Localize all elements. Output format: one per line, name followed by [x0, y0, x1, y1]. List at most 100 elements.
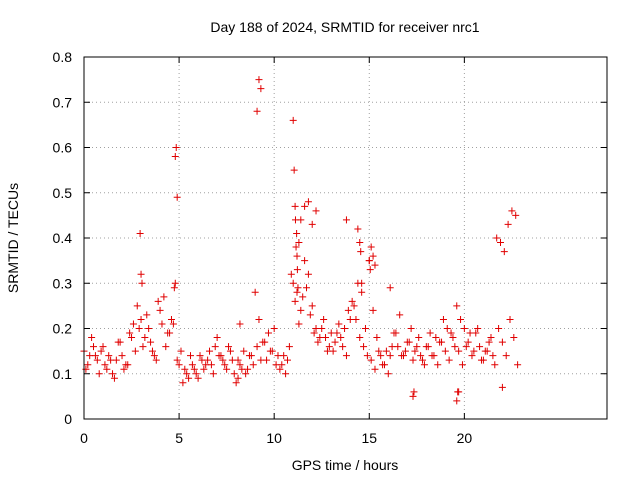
data-point [148, 347, 156, 355]
data-point [382, 347, 390, 355]
grid-lines [84, 57, 607, 419]
data-point [253, 107, 261, 115]
data-point [280, 352, 288, 360]
data-point [211, 343, 219, 351]
data-point [320, 315, 328, 323]
data-point [268, 347, 276, 355]
data-point [496, 239, 504, 247]
data-point [187, 352, 195, 360]
data-point [310, 329, 318, 337]
data-point [240, 347, 248, 355]
data-point [428, 352, 436, 360]
data-point [295, 320, 303, 328]
data-point [225, 343, 233, 351]
data-point [112, 356, 120, 364]
data-point [289, 116, 297, 124]
data-point [485, 338, 493, 346]
data-point [88, 334, 96, 342]
data-point [350, 302, 358, 310]
data-point [255, 76, 263, 84]
data-point [445, 356, 453, 364]
data-point [249, 361, 257, 369]
data-point [175, 361, 183, 369]
data-point [200, 365, 208, 373]
data-point [177, 347, 185, 355]
data-point [409, 392, 417, 400]
x-tick-label: 5 [175, 430, 183, 446]
data-point [360, 343, 368, 351]
data-point [293, 266, 301, 274]
data-point [373, 334, 381, 342]
data-point [386, 352, 394, 360]
data-point [301, 257, 309, 265]
data-point [251, 288, 259, 296]
data-point [234, 374, 242, 382]
data-point [470, 347, 478, 355]
data-point [154, 297, 162, 305]
data-point [173, 193, 181, 201]
data-point [238, 365, 246, 373]
data-point [293, 229, 301, 237]
data-point [441, 347, 449, 355]
data-point [209, 370, 217, 378]
data-point [481, 347, 489, 355]
data-point [358, 288, 366, 296]
data-point [295, 239, 303, 247]
data-point [190, 365, 198, 373]
data-point [458, 361, 466, 369]
data-point [356, 334, 364, 342]
data-point [439, 315, 447, 323]
data-point [447, 329, 455, 337]
data-point [171, 279, 179, 287]
data-point [126, 329, 134, 337]
data-point [196, 352, 204, 360]
data-point [493, 234, 501, 242]
y-tick-label: 0.6 [53, 140, 73, 156]
data-point [141, 334, 149, 342]
data-point [156, 306, 164, 314]
data-point [413, 343, 421, 351]
y-tick-label: 0.3 [53, 275, 73, 291]
data-point [352, 315, 360, 323]
data-point [379, 361, 387, 369]
data-point [308, 302, 316, 310]
data-point [204, 356, 212, 364]
y-tick-label: 0.5 [53, 185, 73, 201]
data-point [272, 361, 280, 369]
x-tick-label: 0 [80, 430, 88, 446]
data-point [290, 166, 298, 174]
data-point [289, 279, 297, 287]
data-point [139, 343, 147, 351]
data-point [116, 338, 124, 346]
data-point [169, 320, 177, 328]
data-point [137, 270, 145, 278]
data-point [512, 211, 520, 219]
data-point [293, 288, 301, 296]
y-tick-label: 0.2 [53, 321, 73, 337]
data-point [502, 352, 510, 360]
y-axis-label: SRMTID / TECUs [5, 183, 21, 293]
data-point [145, 325, 153, 332]
data-point [487, 334, 495, 342]
data-point [215, 352, 223, 360]
data-point [181, 365, 189, 373]
data-point [325, 343, 333, 351]
data-point [409, 356, 417, 364]
data-point [510, 334, 518, 342]
data-point [432, 334, 440, 342]
data-point [147, 338, 155, 346]
data-point [257, 356, 265, 364]
data-point [95, 370, 103, 378]
data-point [357, 248, 365, 256]
data-point [367, 243, 375, 251]
data-point [236, 361, 244, 369]
data-point [489, 352, 497, 360]
data-point [419, 356, 427, 364]
data-point [369, 252, 377, 260]
data-point [304, 270, 312, 278]
data-point [185, 374, 193, 382]
data-point [236, 320, 244, 328]
data-points [80, 76, 522, 405]
data-point [476, 343, 484, 351]
y-tick-label: 0.7 [53, 94, 73, 110]
